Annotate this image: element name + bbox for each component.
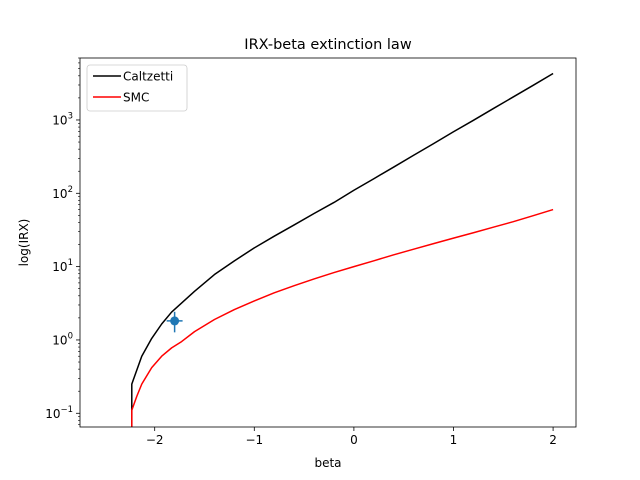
series-line-smc bbox=[131, 208, 554, 427]
y-tick-label: 10−1 bbox=[45, 405, 73, 421]
y-tick-label: 100 bbox=[52, 331, 73, 347]
y-tick-label: 103 bbox=[52, 111, 73, 127]
plot-content bbox=[131, 72, 554, 427]
x-tick-label: 0 bbox=[350, 433, 358, 447]
legend-label-smc: SMC bbox=[123, 91, 149, 105]
y-tick-label: 102 bbox=[52, 185, 73, 201]
y-axis: 10−1 100 101 102 103 bbox=[45, 57, 80, 425]
y-axis-title: log(IRX) bbox=[17, 219, 31, 267]
x-tick-label: 2 bbox=[549, 433, 557, 447]
x-tick-label: −1 bbox=[245, 433, 263, 447]
legend: Caltzetti SMC bbox=[86, 64, 188, 112]
series-line-caltzetti bbox=[131, 72, 554, 427]
x-tick-label: 1 bbox=[450, 433, 458, 447]
x-tick-label: −2 bbox=[146, 433, 164, 447]
plot-frame bbox=[79, 57, 577, 428]
legend-label-caltzetti: Caltzetti bbox=[123, 70, 173, 84]
data-point-marker bbox=[170, 316, 180, 326]
chart-title: IRX-beta extinction law bbox=[244, 37, 412, 53]
y-tick-label: 101 bbox=[52, 258, 73, 274]
data-point-0 bbox=[166, 311, 183, 333]
x-axis-title: beta bbox=[314, 456, 341, 470]
x-axis: −2 −1 0 1 2 bbox=[146, 427, 557, 447]
